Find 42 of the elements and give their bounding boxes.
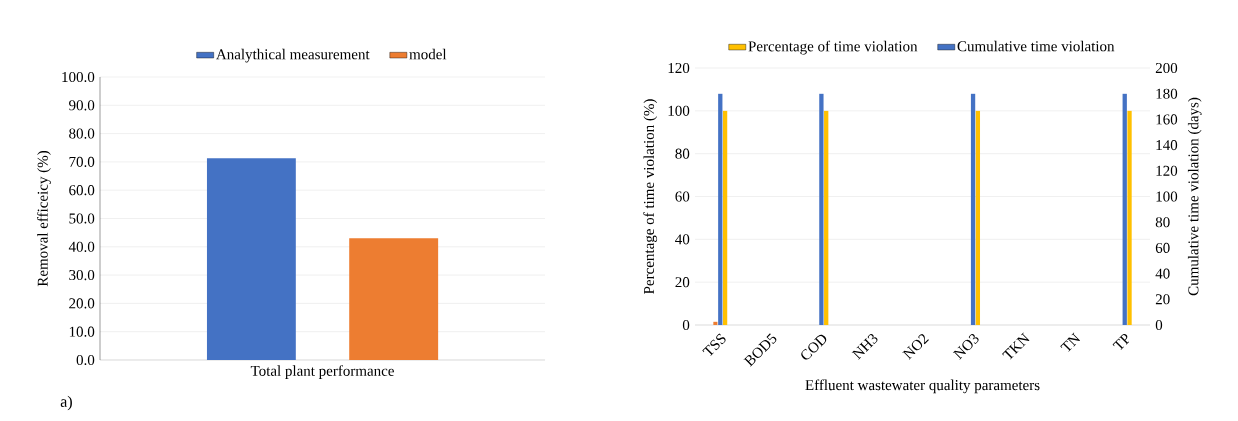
y2-tick-label: 20 bbox=[1155, 294, 1170, 305]
x-tick-label: TP bbox=[1112, 333, 1130, 351]
y2-tick-label: 100 bbox=[1156, 191, 1178, 202]
x-axis-title: Effluent wastewater quality parameters bbox=[805, 379, 1040, 394]
y-tick-label: 80.0 bbox=[69, 128, 95, 139]
y-tick-label: 20.0 bbox=[69, 298, 95, 309]
y-tick-label: 80 bbox=[675, 148, 690, 159]
y-tick-label: 90.0 bbox=[69, 100, 95, 111]
y-tick-label: 10.0 bbox=[69, 326, 95, 337]
y-tick-label: 70.0 bbox=[69, 156, 95, 167]
y2-tick-label: 160 bbox=[1156, 114, 1178, 125]
y-tick-label: 100.0 bbox=[62, 71, 95, 83]
y2-tick-label: 180 bbox=[1156, 88, 1178, 99]
y-tick-label: 50.0 bbox=[69, 213, 95, 224]
y2-axis-title: Cumulative time violation (days) bbox=[1187, 97, 1202, 296]
y-tick-label: 40.0 bbox=[68, 241, 95, 252]
y-axis-title: Removal efficeicy (%) bbox=[37, 150, 51, 287]
y2-tick-label: 140 bbox=[1156, 140, 1178, 151]
y-tick-label: 40 bbox=[675, 234, 690, 245]
y2-tick-label: 40 bbox=[1155, 268, 1170, 279]
legend-label: Cumulative time violation bbox=[957, 40, 1115, 52]
y2-tick-label: 60 bbox=[1155, 242, 1170, 253]
y-tick-label: 60.0 bbox=[69, 185, 95, 196]
y-tick-label: 0 bbox=[682, 319, 690, 331]
y2-tick-label: 80 bbox=[1155, 217, 1170, 228]
y2-tick-label: 200 bbox=[1155, 62, 1178, 74]
y-tick-label: 20 bbox=[675, 277, 690, 288]
y-tick-label: 100 bbox=[668, 105, 690, 116]
x-tick-label: Total plant performance bbox=[250, 365, 394, 379]
text: a) bbox=[60, 395, 72, 411]
y-tick-label: 60 bbox=[675, 191, 690, 202]
legend-label: Analythical measurement bbox=[216, 48, 370, 63]
x-tick-label: TSS bbox=[702, 333, 726, 357]
x-tick-label: TN bbox=[1060, 332, 1080, 352]
y-tick-label: 120 bbox=[668, 62, 690, 74]
y2-tick-label: 120 bbox=[1156, 165, 1178, 176]
y-tick-label: 30.0 bbox=[69, 270, 95, 281]
y2-tick-label: 0 bbox=[1155, 319, 1163, 331]
y-tick-label: 0.0 bbox=[76, 354, 95, 366]
legend-label: model bbox=[409, 48, 447, 60]
y-axis-title: Percentage of time violation (%) bbox=[643, 99, 658, 294]
legend-label: Percentage of time violation bbox=[748, 40, 918, 55]
